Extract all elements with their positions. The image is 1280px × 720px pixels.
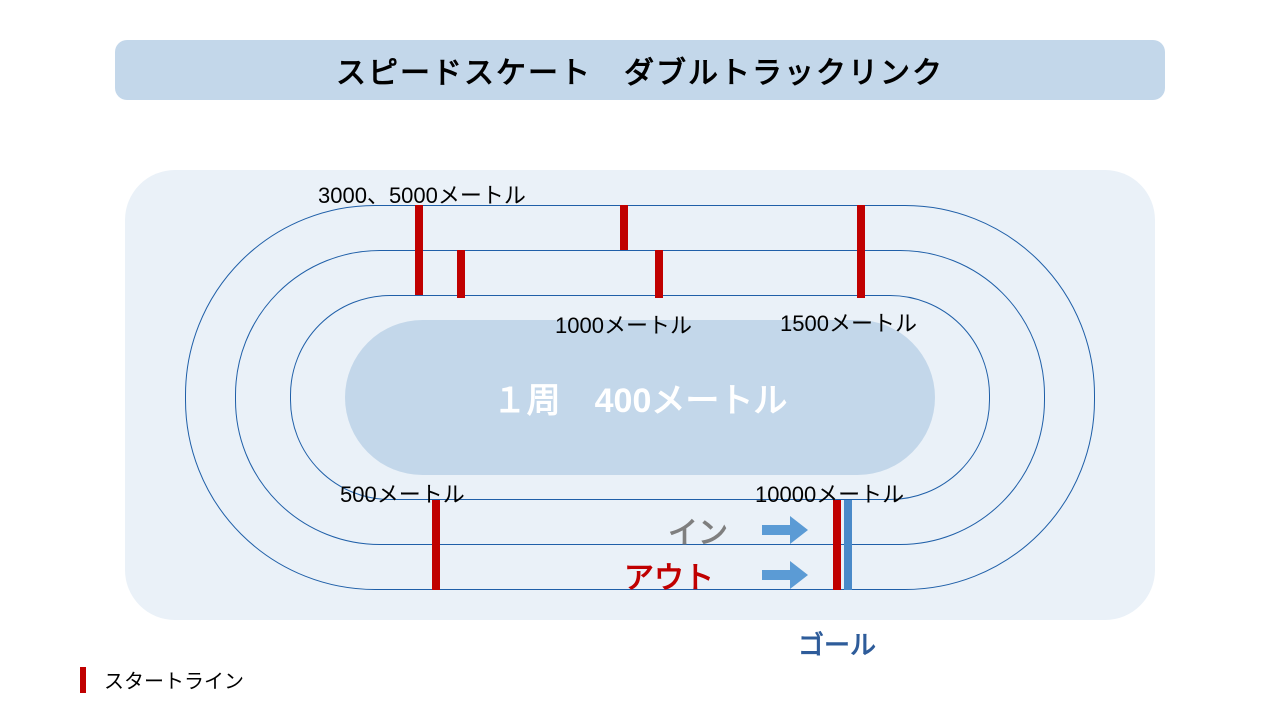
start-line <box>833 500 841 590</box>
distance-label: 1000メートル <box>555 308 692 340</box>
start-line <box>415 205 423 295</box>
start-line <box>457 250 465 298</box>
goal-label: ゴール <box>798 625 876 662</box>
start-line <box>857 250 865 298</box>
legend-swatch <box>80 667 86 693</box>
legend-text: スタートライン <box>104 665 244 694</box>
start-line <box>432 500 440 590</box>
legend-start-line: スタートライン <box>80 665 244 694</box>
direction-arrow-icon <box>762 561 808 589</box>
title-text: スピードスケート ダブルトラックリンク <box>336 48 944 92</box>
distance-label: 10000メートル <box>755 477 904 509</box>
lane-inner-label: イン <box>668 508 728 552</box>
lane-outer-text: アウト <box>624 562 714 595</box>
start-line <box>655 250 663 298</box>
title-bar: スピードスケート ダブルトラックリンク <box>115 40 1165 100</box>
goal-line <box>844 500 852 590</box>
lane-outer-label: アウト <box>624 553 714 597</box>
distance-label: 1500メートル <box>780 306 917 338</box>
goal-label-text: ゴール <box>798 630 876 660</box>
infield: １周 400メートル <box>345 320 935 475</box>
start-line <box>620 205 628 250</box>
direction-arrow-icon <box>762 516 808 544</box>
start-line <box>857 205 865 250</box>
distance-label: 3000、5000メートル <box>318 178 526 210</box>
infield-text: １周 400メートル <box>493 373 788 422</box>
distance-label: 500メートル <box>340 477 465 509</box>
lane-inner-text: イン <box>668 517 728 550</box>
